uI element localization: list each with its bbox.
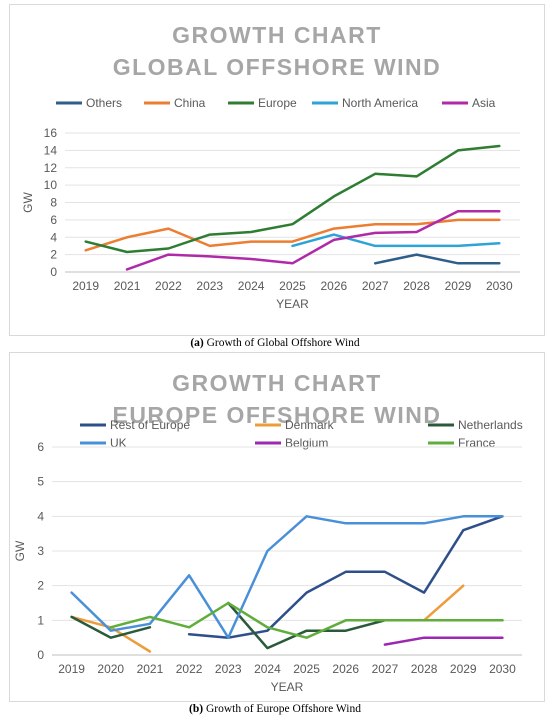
x-tick-label: 2028 <box>411 662 438 676</box>
y-tick-label: 2 <box>37 579 44 593</box>
series-line-rest-of-europe <box>187 515 504 639</box>
x-tick-label: 2029 <box>445 279 472 293</box>
caption-label: (a) <box>190 337 204 349</box>
y-axis-title: GW <box>13 540 27 561</box>
legend-label: Denmark <box>285 418 335 432</box>
global-offshore-chart: GROWTH CHART GLOBAL OFFSHORE WIND Others Ch… <box>21 22 520 311</box>
legend-label: Others <box>86 96 122 110</box>
x-tick-label: 2023 <box>215 662 242 676</box>
series-line-france <box>109 601 504 639</box>
y-tick-label: 0 <box>50 265 57 279</box>
y-tick-label: 3 <box>37 544 44 558</box>
series-line-belgium <box>383 636 504 646</box>
x-tick-label: 2022 <box>176 662 203 676</box>
series-line-uk <box>70 515 504 639</box>
chart-title-line: GLOBAL OFFSHORE WIND <box>113 54 442 80</box>
x-tick-label: 2021 <box>137 662 164 676</box>
caption-europe: (b) Growth of Europe Offshore Wind <box>0 703 550 715</box>
x-tick-label: 2019 <box>72 279 99 293</box>
y-tick-label: 4 <box>37 509 44 523</box>
y-tick-label: 4 <box>50 230 57 244</box>
legend-label: France <box>458 436 496 450</box>
y-tick-label: 1 <box>37 613 44 627</box>
y-tick-label: 10 <box>44 178 58 192</box>
y-tick-label: 2 <box>50 248 57 262</box>
x-tick-label: 2025 <box>279 279 306 293</box>
series-line-china <box>84 218 501 252</box>
chart-title-line: GROWTH CHART <box>172 370 382 396</box>
legend-label: North America <box>342 96 418 110</box>
caption-text: Growth of Europe Offshore Wind <box>203 703 361 715</box>
series-line-netherlands <box>227 601 504 650</box>
x-tick-label: 2022 <box>155 279 182 293</box>
series-line-north-america <box>291 233 501 248</box>
legend-label: Asia <box>472 96 496 110</box>
y-tick-label: 8 <box>50 196 57 210</box>
caption-text: Growth of Global Offshore Wind <box>203 337 360 349</box>
series-line-europe <box>84 144 501 254</box>
legend-label: Netherlands <box>458 418 523 432</box>
x-axis-title: YEAR <box>276 297 309 311</box>
legend-label: Belgium <box>285 436 328 450</box>
x-tick-label: 2024 <box>238 279 265 293</box>
chart-title-line: GROWTH CHART <box>172 22 382 48</box>
x-tick-label: 2023 <box>196 279 223 293</box>
legend-label: China <box>174 96 206 110</box>
y-axis-title: GW <box>21 192 35 213</box>
series-line-others <box>373 253 501 265</box>
x-tick-label: 2030 <box>486 279 513 293</box>
x-tick-label: 2019 <box>58 662 85 676</box>
series-line-asia <box>125 209 501 271</box>
caption-label: (b) <box>189 703 204 715</box>
x-axis-title: YEAR <box>271 680 304 694</box>
y-tick-label: 5 <box>37 475 44 489</box>
y-tick-label: 6 <box>50 213 57 227</box>
legend-label: Europe <box>258 96 297 110</box>
y-tick-label: 16 <box>44 126 58 140</box>
x-tick-label: 2025 <box>293 662 320 676</box>
x-tick-label: 2030 <box>489 662 516 676</box>
chart-panel-europe: GROWTH CHART EUROPE OFFSHORE WIND Rest of … <box>9 352 545 702</box>
x-tick-label: 2029 <box>450 662 477 676</box>
series-line-denmark <box>422 584 465 622</box>
x-tick-label: 2026 <box>332 662 359 676</box>
series-line-netherlands <box>70 615 152 639</box>
x-tick-label: 2026 <box>321 279 348 293</box>
y-tick-label: 12 <box>44 161 58 175</box>
chart-panel-global: GROWTH CHART GLOBAL OFFSHORE WIND Others Ch… <box>9 4 545 336</box>
caption-global: (a) Growth of Global Offshore Wind <box>0 337 550 349</box>
x-tick-label: 2027 <box>362 279 389 293</box>
y-tick-label: 6 <box>37 440 44 454</box>
legend-label: UK <box>110 436 127 450</box>
y-tick-label: 14 <box>44 143 58 157</box>
y-tick-label: 0 <box>37 648 44 662</box>
legend-label: Rest of Europe <box>110 418 190 432</box>
x-tick-label: 2024 <box>254 662 281 676</box>
x-tick-label: 2021 <box>114 279 141 293</box>
x-tick-label: 2027 <box>372 662 399 676</box>
x-tick-label: 2028 <box>403 279 430 293</box>
x-tick-label: 2020 <box>97 662 124 676</box>
